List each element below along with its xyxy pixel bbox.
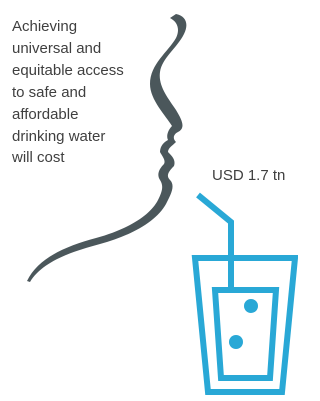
intro-line: to safe and xyxy=(12,84,86,101)
bubble xyxy=(244,299,258,313)
intro-line: universal and xyxy=(12,40,101,57)
glass-icon xyxy=(195,195,295,392)
intro-line: will cost xyxy=(11,149,65,166)
intro-text: Achieving universal and equitable access… xyxy=(11,18,124,166)
intro-line: drinking water xyxy=(12,128,105,145)
infographic: Achieving universal and equitable access… xyxy=(0,0,298,401)
intro-line: equitable access xyxy=(12,62,124,79)
intro-line: affordable xyxy=(12,106,78,123)
straw xyxy=(198,195,231,290)
glass-outer xyxy=(195,258,295,392)
page: Achieving universal and equitable access… xyxy=(0,0,298,401)
bubble xyxy=(229,335,243,349)
cost-label: USD 1.7 tn xyxy=(212,167,285,184)
intro-line: Achieving xyxy=(12,18,77,35)
